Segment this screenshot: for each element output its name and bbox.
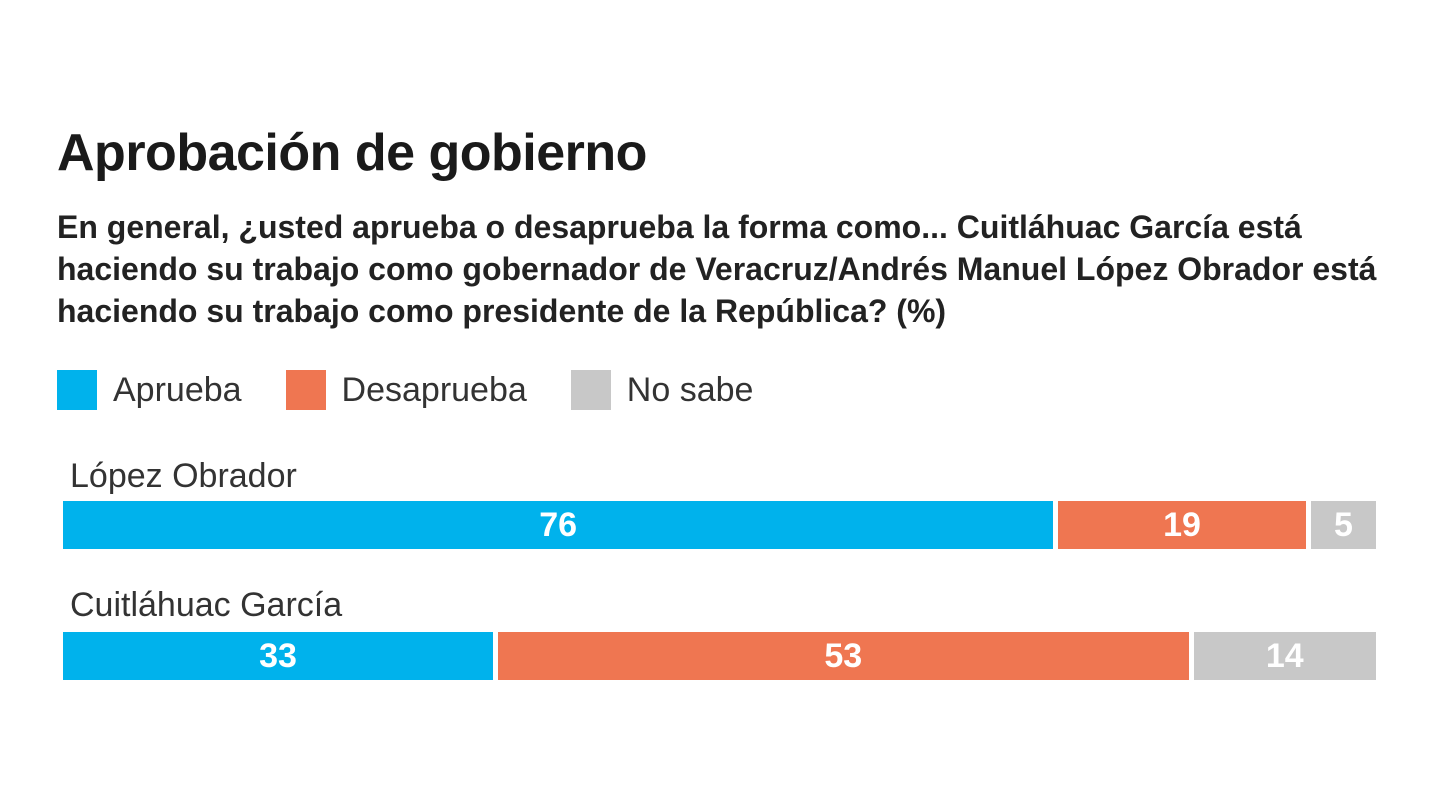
legend-item-desaprueba: Desaprueba [285,370,527,410]
legend-item-aprueba: Aprueba [57,370,242,410]
bar-value-label: 14 [1265,636,1304,675]
bar-segment-desaprueba: 53 [497,632,1189,680]
legend-swatch-desaprueba [285,370,326,410]
bar-value-label: 53 [824,636,863,675]
bar-segment-desaprueba: 19 [1058,501,1306,549]
chart-subtitle: En general, ¿usted aprueba o desaprueba … [57,209,1377,329]
legend-item-no-sabe: No sabe [570,370,754,410]
legend: Aprueba Desaprueba No sabe [57,370,797,410]
row-label-cuitlahuac-garcia: Cuitláhuac García [70,586,343,624]
bar-track-cuitlahuac-garcia: 33 53 14 [63,632,1376,680]
legend-swatch-no-sabe [570,370,611,410]
bar-track-lopez-obrador: 76 19 5 [63,501,1376,549]
bar-value-label: 19 [1163,505,1201,544]
row-label-lopez-obrador: López Obrador [70,457,297,495]
bar-value-label: 76 [539,505,578,544]
legend-label-no-sabe: No sabe [626,370,754,409]
legend-label-desaprueba: Desaprueba [341,370,527,409]
bar-segment-no-sabe: 14 [1193,632,1376,680]
bar-segment-no-sabe: 5 [1310,501,1376,549]
bar-segment-aprueba: 33 [63,632,493,680]
legend-swatch-aprueba [57,370,97,410]
bar-segment-aprueba: 76 [63,501,1054,549]
bar-value-label: 33 [259,636,297,675]
legend-label-aprueba: Aprueba [113,370,242,409]
chart-title: Aprobación de gobierno [57,124,647,182]
bar-value-label: 5 [1333,505,1353,544]
